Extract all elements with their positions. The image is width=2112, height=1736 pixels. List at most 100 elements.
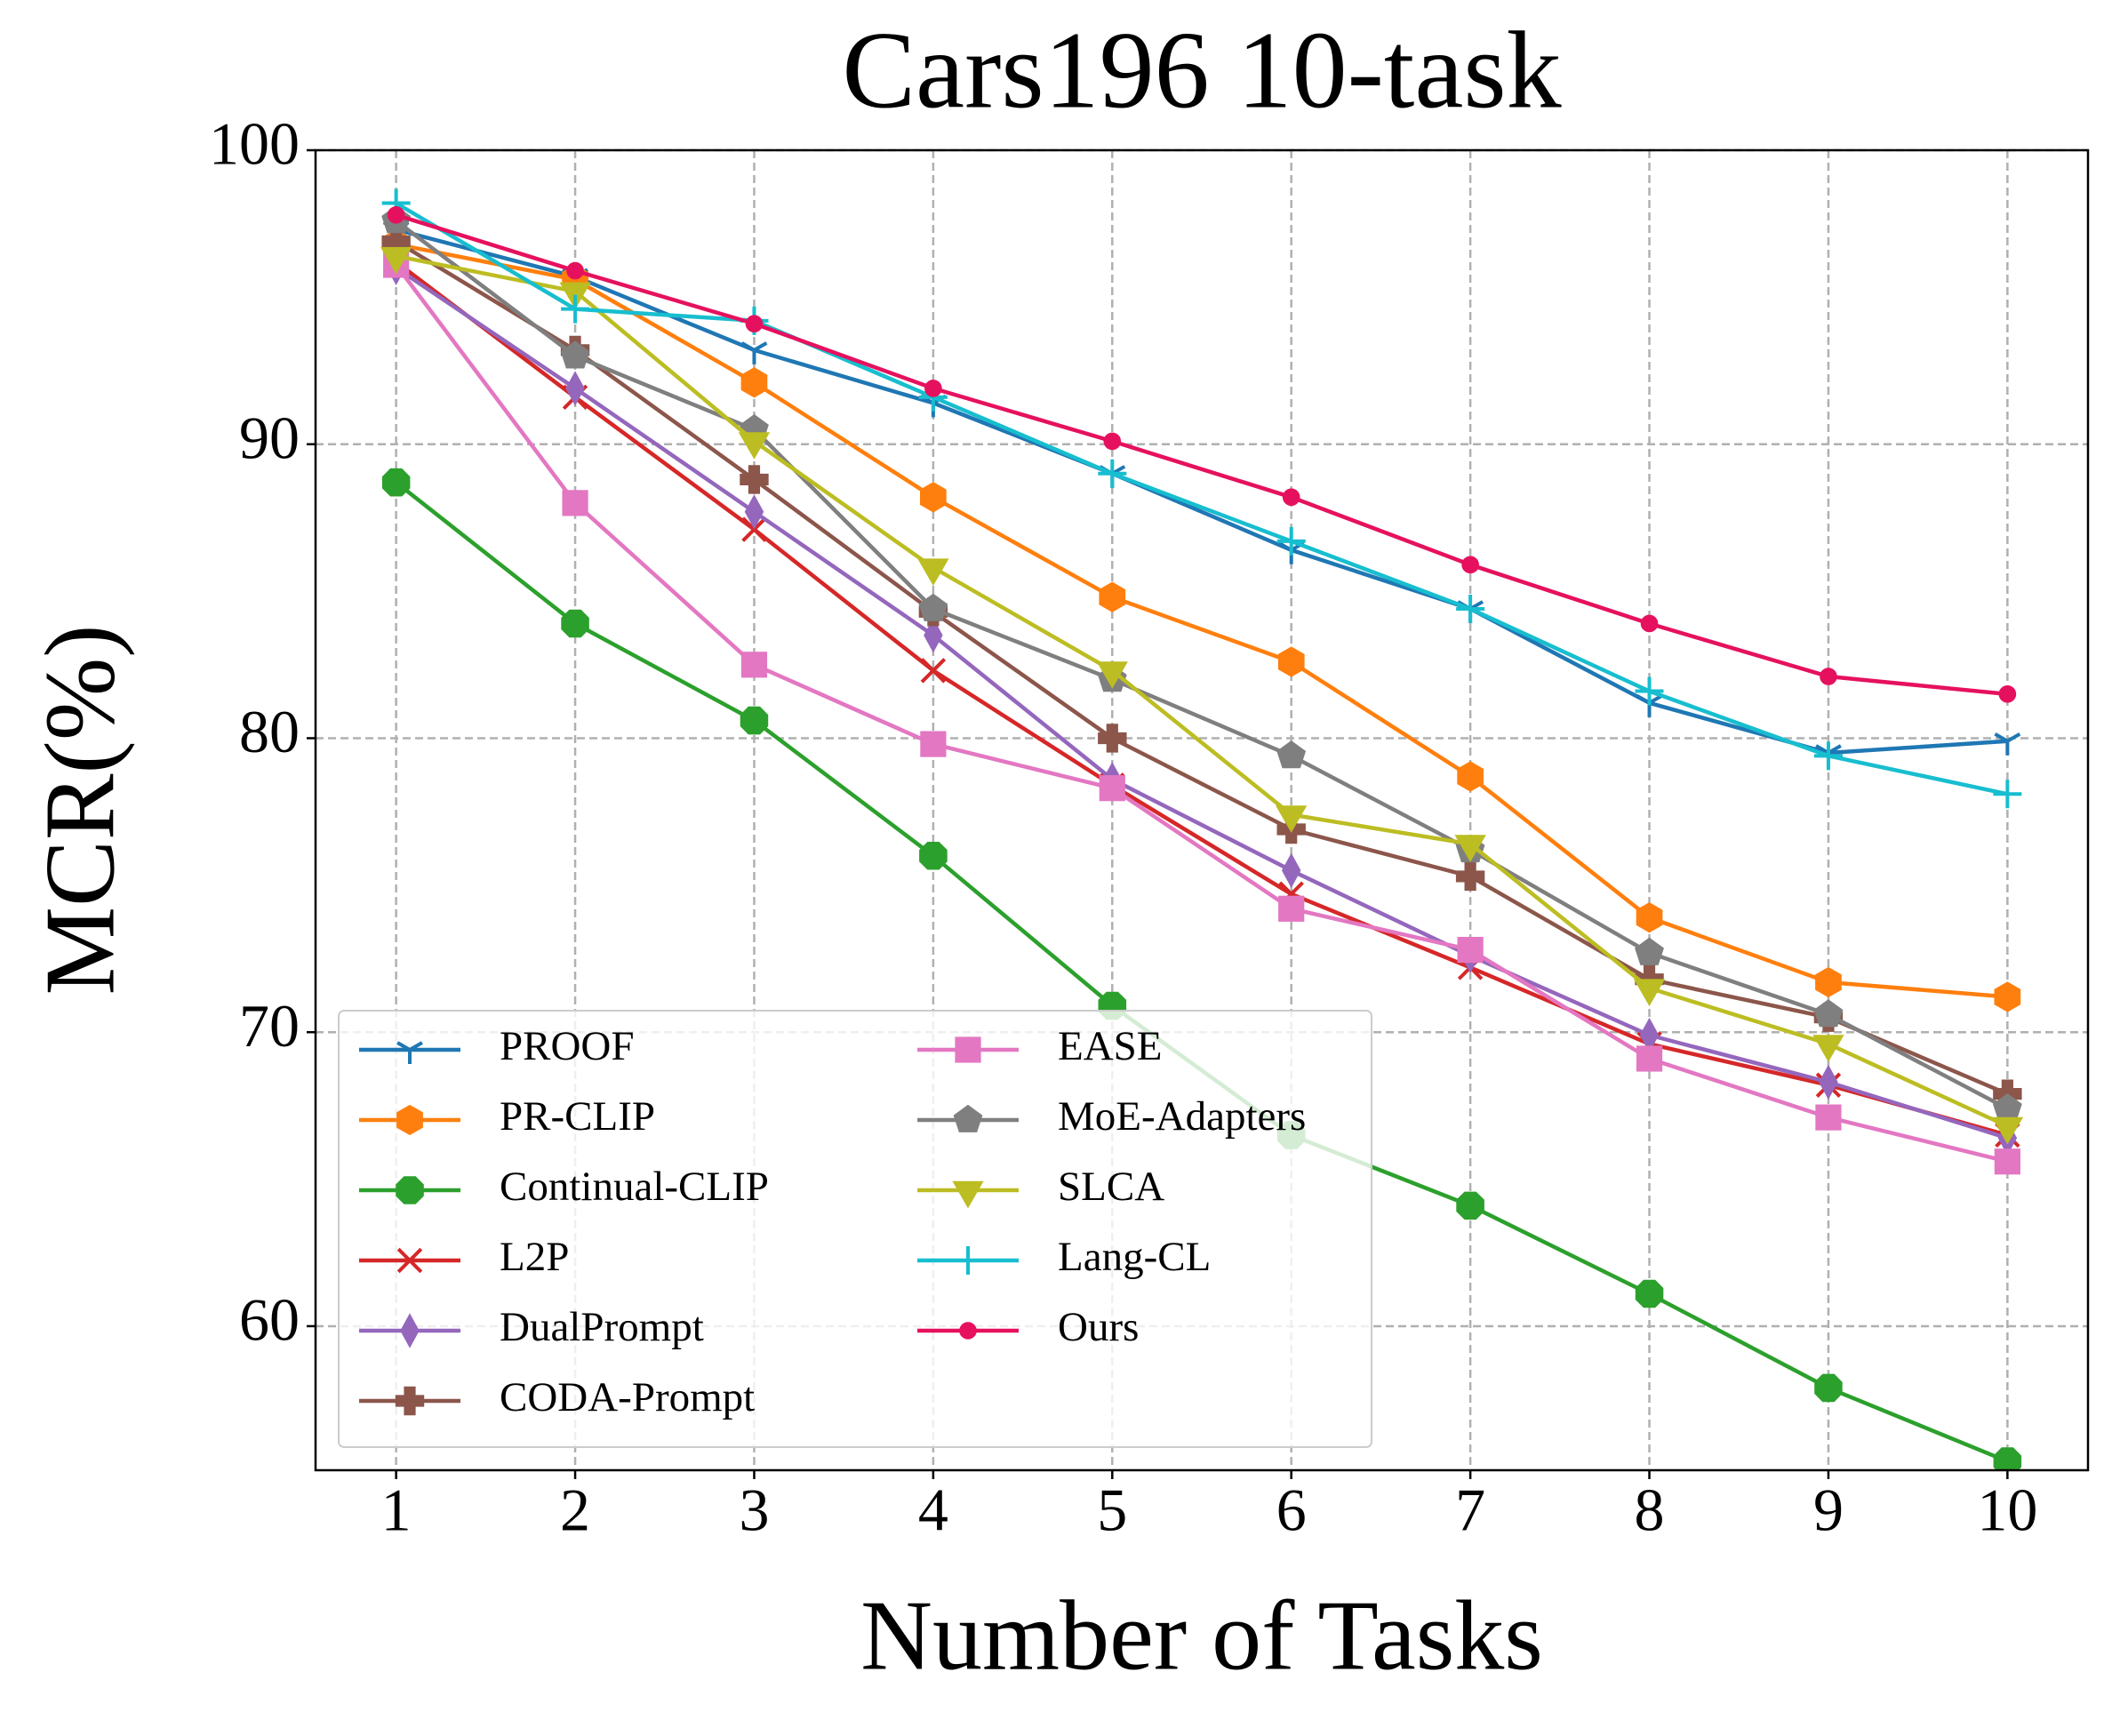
legend-label: Ours <box>1058 1304 1139 1350</box>
x-tick-label: 10 <box>1977 1476 2037 1544</box>
legend-item: Ours <box>917 1304 1139 1350</box>
data-point <box>1636 1045 1663 1072</box>
x-tick-label: 2 <box>560 1476 590 1544</box>
data-point <box>561 294 590 324</box>
data-point <box>1456 594 1485 623</box>
data-point <box>1993 1447 2022 1470</box>
data-point <box>740 341 768 364</box>
data-point <box>380 246 412 275</box>
legend-item: Continual-CLIP <box>359 1164 769 1210</box>
data-point <box>1998 685 2017 703</box>
legend-marker <box>953 1104 983 1132</box>
data-point <box>1098 459 1127 488</box>
data-point <box>562 490 588 516</box>
y-tick-label: 70 <box>239 992 300 1060</box>
data-point <box>919 842 948 870</box>
x-tick-label: 6 <box>1276 1476 1307 1544</box>
legend-label: MoE-Adapters <box>1058 1093 1306 1140</box>
legend-marker <box>954 1246 982 1275</box>
series-line <box>394 263 2008 1164</box>
legend-box <box>338 1010 1372 1448</box>
data-point <box>561 609 589 638</box>
legend-label: SLCA <box>1058 1164 1164 1210</box>
data-point <box>1815 1104 1842 1131</box>
data-point <box>744 494 764 530</box>
data-point <box>1819 1064 1838 1100</box>
series <box>383 252 2020 1175</box>
data-point <box>1635 937 1664 965</box>
legend-label: Continual-CLIP <box>500 1164 769 1210</box>
data-point <box>1099 581 1126 612</box>
y-tick-label: 60 <box>239 1286 300 1354</box>
legend-marker <box>400 1313 420 1348</box>
x-tick-label: 9 <box>1813 1476 1844 1544</box>
x-tick-label: 4 <box>918 1476 948 1544</box>
data-point <box>1454 835 1486 862</box>
data-point <box>740 652 768 678</box>
y-tick-label: 100 <box>209 110 300 178</box>
series-line <box>395 201 2008 796</box>
legend-marker <box>396 1176 424 1204</box>
data-point <box>1994 1148 2020 1175</box>
x-tick-label: 3 <box>739 1476 769 1544</box>
series-line <box>395 239 2009 1096</box>
data-point <box>740 465 769 494</box>
data-point <box>924 380 942 397</box>
series-line <box>396 253 2009 1129</box>
data-point <box>1281 852 1301 888</box>
data-point <box>1633 979 1666 1006</box>
data-point <box>1991 1116 2024 1145</box>
legend-item: SLCA <box>917 1164 1164 1210</box>
legend-marker <box>396 1041 423 1064</box>
data-point <box>1457 761 1484 792</box>
data-point <box>1813 741 1843 771</box>
data-point <box>920 658 947 684</box>
legend-marker <box>395 1386 425 1416</box>
data-point <box>565 371 585 406</box>
legend-item: EASE <box>917 1023 1163 1069</box>
legend-marker <box>955 1036 981 1063</box>
data-point <box>745 315 764 332</box>
data-point <box>1282 488 1300 507</box>
data-point <box>1820 668 1837 685</box>
data-point <box>381 468 411 497</box>
legend-item: CODA-Prompt <box>359 1374 755 1420</box>
data-point <box>566 261 584 280</box>
legend-item: PROOF <box>359 1023 635 1069</box>
data-point <box>1455 861 1485 892</box>
legend-label: DualPrompt <box>500 1304 704 1350</box>
data-point <box>1098 724 1127 753</box>
x-tick-label: 1 <box>381 1476 412 1544</box>
data-point <box>740 706 769 735</box>
y-axis-label: MCR(%) <box>26 625 136 996</box>
legend-marker <box>952 1180 984 1209</box>
legend-item: MoE-Adapters <box>917 1093 1306 1140</box>
data-point <box>1099 775 1125 802</box>
legend-item: PR-CLIP <box>359 1093 655 1140</box>
data-point <box>1813 999 1844 1028</box>
data-point <box>920 731 947 757</box>
legend-marker <box>396 1247 423 1274</box>
x-tick-label: 8 <box>1635 1476 1665 1544</box>
plot-area <box>380 188 2024 1470</box>
series <box>381 205 2022 1122</box>
data-point <box>920 482 947 513</box>
y-tick-label: 90 <box>239 404 300 471</box>
data-point <box>1815 966 1842 998</box>
legend-label: L2P <box>500 1234 569 1280</box>
y-tick-label: 80 <box>239 698 300 765</box>
data-point <box>1456 1191 1484 1220</box>
data-point <box>740 367 768 398</box>
legend-item: L2P <box>359 1234 569 1280</box>
legend-label: PR-CLIP <box>500 1093 655 1140</box>
data-point <box>917 558 949 586</box>
legend-label: EASE <box>1058 1023 1163 1069</box>
data-point <box>1994 732 2021 756</box>
ticks: 60 70 80 90 100 1 2 3 4 5 6 7 8 9 10 <box>209 110 2037 1544</box>
data-point <box>741 516 767 542</box>
chart-title: Cars196 10-task <box>842 9 1561 131</box>
axes-frame <box>314 148 2090 1472</box>
data-point <box>1103 432 1122 451</box>
data-point <box>1276 805 1308 833</box>
